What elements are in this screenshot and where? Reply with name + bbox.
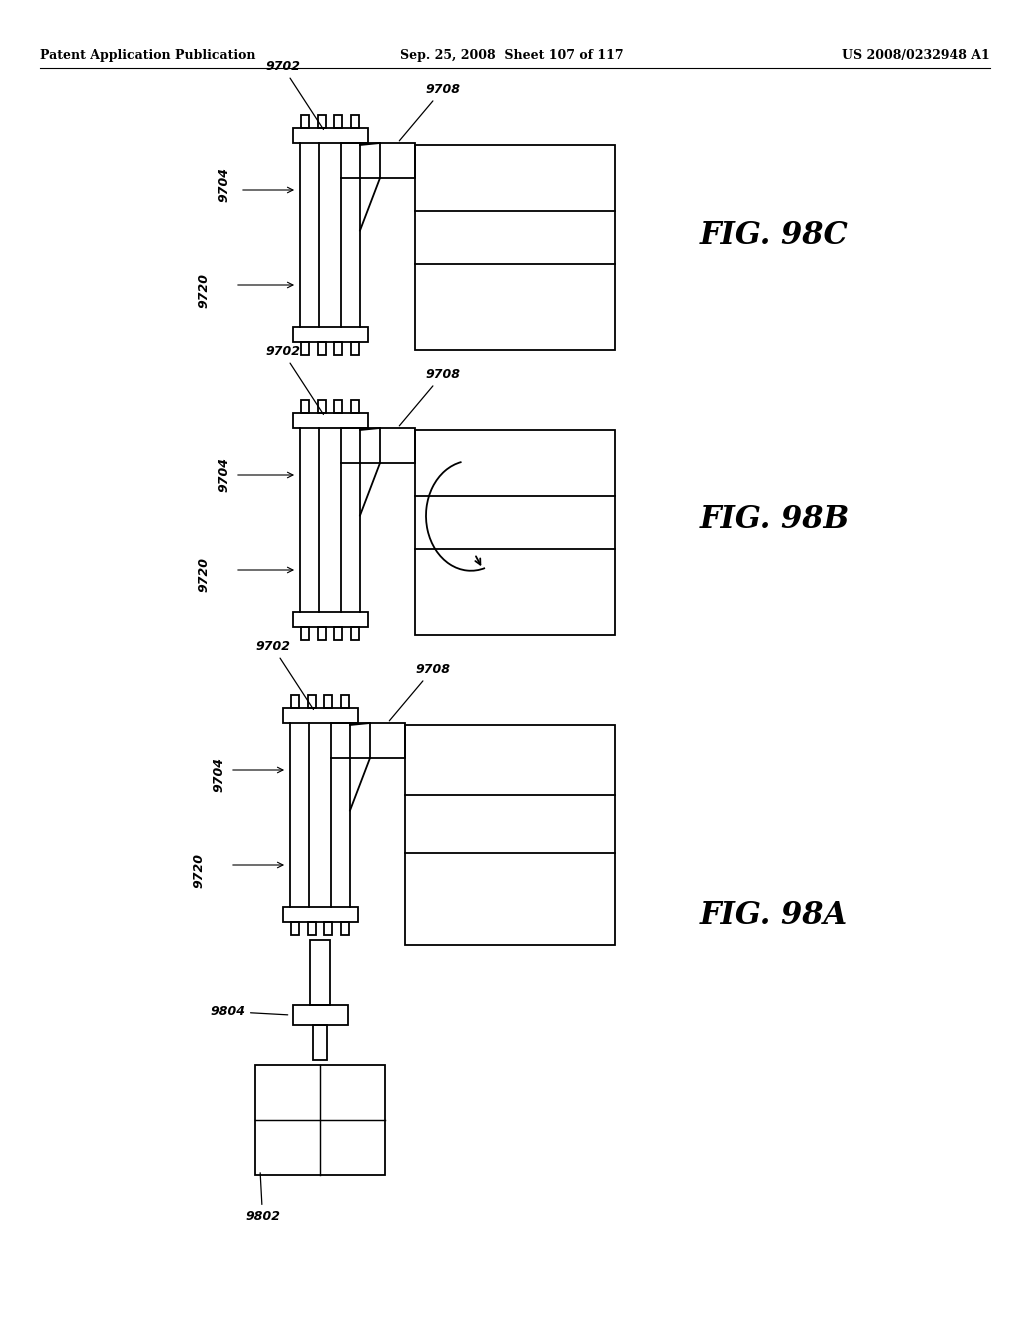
Text: 9704: 9704 [217,168,230,202]
Bar [380,428,415,463]
Text: 9704: 9704 [217,458,230,492]
Text: 9704: 9704 [212,758,225,792]
Text: 9708: 9708 [389,663,450,721]
Text: 9702: 9702 [255,640,313,709]
Bar [317,342,326,355]
Bar [341,923,349,935]
Bar [341,696,349,708]
Bar [334,342,342,355]
Text: 9720: 9720 [193,853,205,887]
Bar [334,627,342,640]
Text: 9708: 9708 [399,83,460,141]
Text: 9802: 9802 [245,1172,280,1224]
Bar [325,923,333,935]
Bar [313,1026,327,1060]
Bar [415,430,615,635]
Bar [351,400,359,413]
Text: FIG. 98C: FIG. 98C [700,219,849,251]
Bar [317,115,326,128]
Bar [293,1005,347,1026]
Text: US 2008/0232948 A1: US 2008/0232948 A1 [843,49,990,62]
Text: FIG. 98B: FIG. 98B [700,504,850,536]
Text: 9708: 9708 [399,368,460,426]
Bar [293,128,368,143]
Bar [406,725,615,945]
Bar [415,145,615,350]
Bar [293,413,368,428]
Text: Patent Application Publication: Patent Application Publication [40,49,256,62]
Text: 9804: 9804 [210,1005,288,1018]
Bar [351,342,359,355]
Bar [380,143,415,178]
Bar [307,696,315,708]
Bar [307,923,315,935]
Bar [255,1065,385,1175]
Text: 9720: 9720 [197,557,210,593]
Bar [301,400,309,413]
Text: 9720: 9720 [197,272,210,308]
Text: FIG. 98A: FIG. 98A [700,899,848,931]
Bar [317,400,326,413]
Bar [291,696,299,708]
Bar [317,627,326,640]
Bar [351,115,359,128]
Bar [310,940,330,1005]
Bar [283,708,357,723]
Bar [370,723,406,758]
Bar [293,612,368,627]
Bar [283,907,357,923]
Bar [301,627,309,640]
Bar [301,342,309,355]
Bar [301,115,309,128]
Text: Sep. 25, 2008  Sheet 107 of 117: Sep. 25, 2008 Sheet 107 of 117 [400,49,624,62]
Bar [351,627,359,640]
Bar [291,923,299,935]
Bar [293,327,368,342]
Text: 9702: 9702 [265,59,324,129]
Bar [334,400,342,413]
Text: 9702: 9702 [265,345,324,414]
Bar [325,696,333,708]
Bar [334,115,342,128]
